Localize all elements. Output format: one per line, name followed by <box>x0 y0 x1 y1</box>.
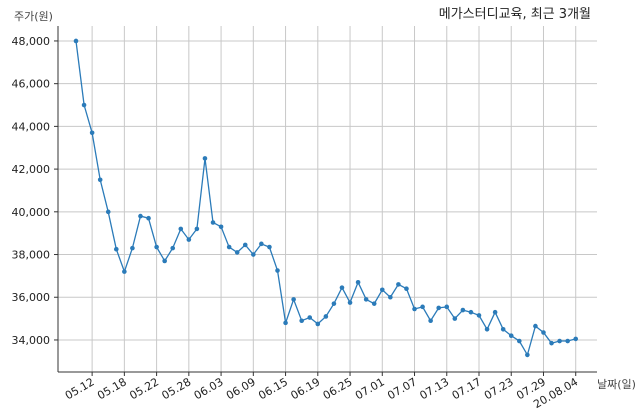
y-tick-labels: 34,000 36,000 38,000 40,000 42,000 44,000 46,0… <box>12 35 51 347</box>
data-point <box>452 316 458 321</box>
data-point <box>291 297 296 302</box>
y-tick-label: 42,000 <box>12 163 51 176</box>
data-point <box>557 338 562 344</box>
data-point <box>533 323 538 329</box>
data-point <box>105 209 111 215</box>
data-point <box>97 177 103 183</box>
price-line <box>75 40 576 357</box>
data-point <box>138 213 143 219</box>
data-point <box>460 307 466 313</box>
data-point <box>444 304 450 310</box>
data-point <box>178 226 184 232</box>
data-point <box>73 38 79 44</box>
data-point <box>363 297 369 302</box>
data-point <box>81 102 87 108</box>
y-tick-label: 46,000 <box>12 78 51 91</box>
data-point <box>315 321 321 327</box>
data-point <box>436 305 442 311</box>
grid <box>58 26 597 372</box>
y-tick-label: 34,000 <box>12 334 51 347</box>
x-tick-label: 06.25 <box>321 375 355 402</box>
x-tick-label: 07.17 <box>450 375 484 402</box>
chart-title: 메가스터디교육, 최근 3개월 <box>439 7 591 22</box>
y-tick-label: 48,000 <box>12 35 51 48</box>
data-point <box>89 130 95 136</box>
data-point <box>500 326 506 332</box>
data-point <box>194 226 200 232</box>
data-point <box>114 246 119 252</box>
y-axis-label: 주가(원) <box>14 10 53 23</box>
data-point <box>154 244 159 250</box>
data-point <box>388 294 393 300</box>
x-tick-label: 05.18 <box>95 375 129 402</box>
x-tick-label: 05.22 <box>127 375 161 402</box>
data-point <box>484 326 490 332</box>
data-point <box>371 301 377 306</box>
data-point <box>202 156 208 161</box>
data-point <box>234 250 240 255</box>
x-tick-label: 07.13 <box>417 375 451 402</box>
data-point <box>299 318 304 324</box>
data-point <box>412 306 417 312</box>
data-point <box>347 300 353 305</box>
y-tick-label: 44,000 <box>12 120 51 133</box>
data-point <box>186 237 192 242</box>
data-point <box>259 241 264 247</box>
data-point <box>275 268 280 273</box>
x-tick-label: 07.23 <box>482 375 516 402</box>
data-point <box>218 224 224 230</box>
series-group <box>73 38 579 358</box>
x-tick-label: 05.12 <box>63 375 97 402</box>
data-point <box>379 287 385 293</box>
data-point <box>565 338 570 344</box>
data-point <box>307 315 313 320</box>
data-point <box>541 330 546 335</box>
x-tick-label: 06.09 <box>224 375 258 402</box>
data-point <box>267 244 272 250</box>
data-point <box>339 285 345 290</box>
data-point <box>242 242 248 248</box>
data-point <box>420 304 425 310</box>
data-point <box>331 301 337 306</box>
data-point <box>323 314 329 319</box>
data-point <box>525 352 530 358</box>
y-tick-label: 38,000 <box>12 249 51 262</box>
data-point <box>573 336 579 342</box>
data-point <box>162 258 167 264</box>
data-point <box>146 215 151 221</box>
x-tick-label: 07.01 <box>353 375 387 402</box>
data-point <box>355 279 361 285</box>
x-tick-label: 06.03 <box>192 375 226 402</box>
x-axis-label: 날짜(일) <box>597 377 636 391</box>
data-point <box>396 282 401 287</box>
data-point <box>549 340 554 346</box>
x-tick-labels: 05.1205.1805.2205.2806.0306.0906.1506.19… <box>63 375 580 411</box>
axes <box>54 26 597 376</box>
x-tick-label: 07.07 <box>385 375 419 402</box>
data-point <box>283 320 288 326</box>
data-point <box>404 286 409 292</box>
x-tick-label: 05.28 <box>160 375 194 402</box>
data-point <box>170 245 176 251</box>
data-point <box>226 244 232 250</box>
data-point <box>492 309 498 315</box>
data-point <box>508 333 514 338</box>
data-point <box>122 269 127 274</box>
data-point <box>251 252 256 257</box>
data-point <box>468 309 474 315</box>
data-point <box>476 313 482 318</box>
data-point <box>210 220 216 225</box>
data-point <box>517 338 522 344</box>
data-point <box>130 245 135 251</box>
data-point <box>428 318 433 324</box>
y-tick-label: 36,000 <box>12 291 51 304</box>
x-tick-label: 06.19 <box>289 375 323 402</box>
y-tick-label: 40,000 <box>12 206 51 219</box>
x-tick-label: 06.15 <box>256 375 290 402</box>
